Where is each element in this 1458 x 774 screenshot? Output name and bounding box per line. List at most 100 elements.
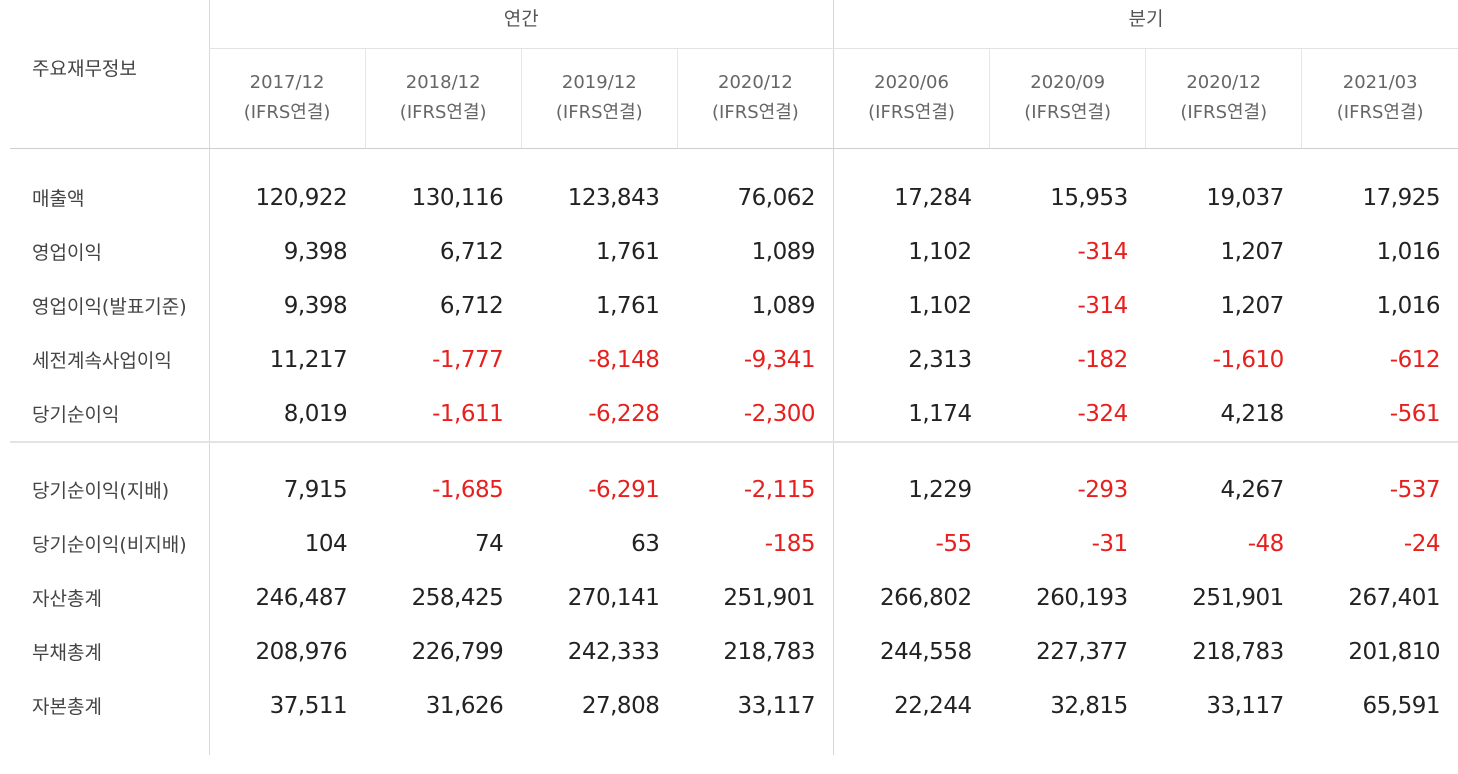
period-header-6[interactable]: 2020/12 (IFRS연결) xyxy=(1145,48,1303,149)
period-header-1[interactable]: 2018/12 (IFRS연결) xyxy=(365,48,522,149)
value-cell: 1,016 xyxy=(1376,292,1441,319)
value-cell: -31 xyxy=(1091,530,1129,557)
period-header-2[interactable]: 2019/12 (IFRS연결) xyxy=(521,48,678,149)
period-date: 2020/12 xyxy=(718,72,793,93)
table-row: 당기순이익 8,019 -1,611 -6,228 -2,300 1,174 -324 4,2… xyxy=(10,386,1458,442)
value-cell: -612 xyxy=(1389,346,1441,373)
row-label[interactable]: 영업이익 xyxy=(10,224,210,279)
row-label[interactable]: 매출액 xyxy=(10,170,210,225)
period-header-7[interactable]: 2021/03 (IFRS연결) xyxy=(1301,48,1458,149)
period-type: (IFRS연결) xyxy=(555,102,643,123)
value-cell: 244,558 xyxy=(832,624,990,679)
table-row: 영업이익(발표기준) 9,398 6,712 1,761 1,089 1,102 -314 1… xyxy=(10,278,1458,333)
period-date: 2019/12 xyxy=(561,72,637,93)
value-cell: 246,487 xyxy=(255,584,348,611)
period-date: 2017/12 xyxy=(249,72,325,93)
value-cell: 6,712 xyxy=(439,238,504,265)
period-date: 2020/06 xyxy=(874,72,949,93)
value-cell: -1,777 xyxy=(432,346,504,373)
row-label[interactable]: 세전계속사업이익 xyxy=(10,332,210,387)
value-cell: -293 xyxy=(1077,476,1129,503)
value-cell: 9,398 xyxy=(283,238,348,265)
period-header-3[interactable]: 2020/12 (IFRS연결) xyxy=(677,48,834,149)
value-cell: -9,341 xyxy=(743,346,816,373)
value-cell: 76,062 xyxy=(737,184,816,211)
value-cell: 22,244 xyxy=(832,678,990,733)
value-cell: 33,117 xyxy=(737,692,816,719)
value-cell: -6,291 xyxy=(588,476,660,503)
value-cell: -1,610 xyxy=(1212,346,1285,373)
spacer-top xyxy=(10,148,1458,171)
value-cell: 1,229 xyxy=(832,462,990,517)
table-row: 세전계속사업이익 11,217 -1,777 -8,148 -9,341 2,313 -18… xyxy=(10,332,1458,387)
value-cell: 267,401 xyxy=(1348,584,1440,611)
value-cell: 251,901 xyxy=(723,584,815,611)
value-cell: 226,799 xyxy=(411,638,504,665)
value-cell: -1,685 xyxy=(432,476,504,503)
row-label[interactable]: 영업이익(발표기준) xyxy=(10,278,210,333)
value-cell: 11,217 xyxy=(269,346,348,373)
value-cell: 32,815 xyxy=(1050,692,1128,719)
value-cell: 33,117 xyxy=(1206,692,1284,719)
value-cell: 37,511 xyxy=(269,692,348,719)
value-cell: 15,953 xyxy=(1050,184,1128,211)
value-cell: -314 xyxy=(1077,292,1129,319)
value-cell: -2,300 xyxy=(743,400,816,427)
period-header-5[interactable]: 2020/09 (IFRS연결) xyxy=(989,48,1147,149)
value-cell: 123,843 xyxy=(567,184,660,211)
table-row: 영업이익 9,398 6,712 1,761 1,089 1,102 -314 1,207 1,… xyxy=(10,224,1458,279)
value-cell: 130,116 xyxy=(411,184,504,211)
value-cell: -537 xyxy=(1389,476,1441,503)
period-type: (IFRS연결) xyxy=(1024,102,1112,123)
period-header-0[interactable]: 2017/12 (IFRS연결) xyxy=(208,48,366,149)
value-cell: 218,783 xyxy=(1192,638,1284,665)
value-cell: 2,313 xyxy=(832,332,990,387)
value-cell: 6,712 xyxy=(439,292,504,319)
value-cell: 266,802 xyxy=(832,570,990,625)
value-cell: 260,193 xyxy=(1036,584,1128,611)
value-cell: 27,808 xyxy=(581,692,660,719)
row-label[interactable]: 당기순이익(비지배) xyxy=(10,516,210,571)
period-header-4[interactable]: 2020/06 (IFRS연결) xyxy=(832,48,991,149)
value-cell: 1,174 xyxy=(832,386,990,442)
value-cell: 9,398 xyxy=(283,292,348,319)
value-cell: -324 xyxy=(1077,400,1129,427)
table-row: 부채총계 208,976 226,799 242,333 218,783 244,558 2… xyxy=(10,624,1458,679)
value-cell: -185 xyxy=(764,530,816,557)
value-cell: 17,925 xyxy=(1362,184,1441,211)
value-cell: -48 xyxy=(1247,530,1285,557)
value-cell: 7,915 xyxy=(283,476,348,503)
value-cell: -55 xyxy=(832,516,990,571)
value-cell: -2,115 xyxy=(743,476,816,503)
value-cell: 1,089 xyxy=(751,238,816,265)
section-break xyxy=(10,440,1458,463)
value-cell: 4,218 xyxy=(1220,400,1284,427)
table-row: 매출액 120,922 130,116 123,843 76,062 17,284 15,9… xyxy=(10,170,1458,225)
value-cell: 227,377 xyxy=(1036,638,1128,665)
value-cell: -182 xyxy=(1077,346,1129,373)
value-cell: 251,901 xyxy=(1192,584,1284,611)
period-type: (IFRS연결) xyxy=(243,102,331,123)
row-label[interactable]: 부채총계 xyxy=(10,624,210,679)
annual-group-header[interactable]: 연간 xyxy=(208,0,834,49)
row-label[interactable]: 자본총계 xyxy=(10,678,210,733)
value-cell: 201,810 xyxy=(1348,638,1440,665)
value-cell: 270,141 xyxy=(567,584,660,611)
value-cell: 1,089 xyxy=(751,292,816,319)
spacer-bottom xyxy=(10,732,1458,755)
value-cell: 74 xyxy=(474,530,504,557)
value-cell: -24 xyxy=(1403,530,1441,557)
row-label[interactable]: 당기순이익(지배) xyxy=(10,462,210,517)
row-label[interactable]: 자산총계 xyxy=(10,570,210,625)
quarterly-group-header[interactable]: 분기 xyxy=(832,0,1458,49)
value-cell: 8,019 xyxy=(283,400,348,427)
row-label[interactable]: 당기순이익 xyxy=(10,386,210,442)
table-row: 당기순이익(비지배) 104 74 63 -185 -55 -31 -48 -24 xyxy=(10,516,1458,571)
period-date: 2021/03 xyxy=(1342,72,1418,93)
value-cell: 242,333 xyxy=(567,638,660,665)
period-date: 2018/12 xyxy=(405,72,481,93)
value-cell: 63 xyxy=(631,530,660,557)
value-cell: -314 xyxy=(1077,238,1129,265)
table-label-heading: 주요재무정보 xyxy=(10,0,210,149)
period-type: (IFRS연결) xyxy=(1336,102,1424,123)
